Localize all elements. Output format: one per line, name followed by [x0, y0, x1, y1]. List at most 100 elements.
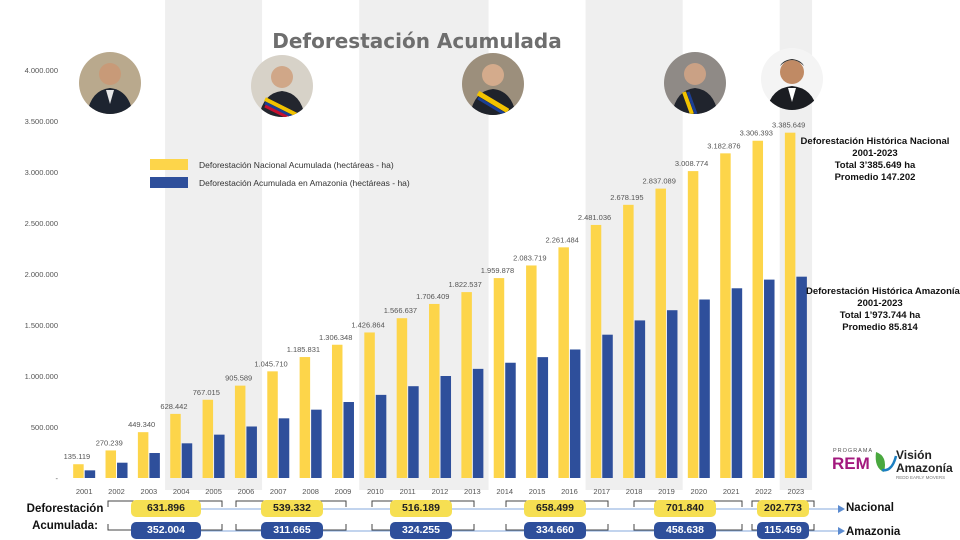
bar-amazonia-2022 [764, 279, 775, 478]
note-amazonia-line-1: Deforestación Histórica Amazonía [806, 286, 960, 297]
period-nacional-4: 658.499 [524, 500, 586, 517]
portrait-2-image [251, 55, 313, 117]
x-tick-label-2001: 2001 [76, 487, 93, 496]
logo-vision-text: Visión [896, 448, 932, 462]
x-tick-label-2013: 2013 [464, 487, 481, 496]
data-label-nacional-2019: 2.837.089 [643, 177, 676, 186]
data-label-nacional-2003: 449.340 [128, 420, 155, 429]
y-tick-label-7: 3.500.000 [25, 117, 58, 126]
period-amazonia-label: Amazonia [846, 526, 901, 538]
y-axis: - 500.000 1.000.000 1.500.000 2.000.000 2.500… [25, 66, 59, 483]
note-nacional-line-3: Total 3’385.649 ha [834, 160, 916, 171]
data-labels: 135.119 270.239 449.340 628.442 767.015 905.5… [64, 121, 806, 462]
bar-nacional-2001 [73, 464, 84, 478]
x-tick-label-2022: 2022 [755, 487, 772, 496]
x-tick-label-2006: 2006 [238, 487, 255, 496]
x-tick-label-2012: 2012 [432, 487, 449, 496]
bar-amazonia-2008 [311, 409, 322, 478]
logo-amazonia-text: Amazonía [896, 461, 953, 475]
bar-nacional-2023 [784, 132, 796, 478]
bar-nacional-2022 [752, 140, 764, 478]
portrait-3-image [462, 53, 524, 115]
bar-nacional-2016 [558, 247, 569, 478]
legend-label-amazonia: Deforestación Acumulada en Amazonia (hec… [199, 178, 410, 188]
bar-nacional-2019 [655, 188, 666, 478]
data-label-nacional-2021: 3.182.876 [707, 141, 740, 150]
x-tick-label-2015: 2015 [529, 487, 546, 496]
vision-amazonia-logo: PROGRAMA REM Visión Amazonía REDD EARLY … [830, 444, 954, 484]
bar-nacional-2021 [720, 153, 731, 478]
y-tick-label-2: 1.000.000 [25, 372, 58, 381]
legend-label-nacional: Deforestación Nacional Acumulada (hectár… [199, 160, 394, 170]
data-label-nacional-2013: 1.822.537 [448, 280, 481, 289]
bar-amazonia-2017 [602, 334, 613, 478]
bar-nacional-2018 [623, 204, 634, 479]
data-label-nacional-2023: 3.385.649 [772, 121, 805, 130]
period-nacional-5: 701.840 [654, 500, 716, 517]
logo-rem-text: REM [832, 454, 870, 473]
y-tick-label-6: 3.000.000 [25, 168, 58, 177]
bar-nacional-2010 [364, 332, 375, 478]
bar-amazonia-2002 [117, 462, 128, 478]
legend-swatch-nacional [150, 159, 188, 170]
bar-nacional-2012 [429, 303, 440, 478]
bar-amazonia-2001 [84, 470, 96, 478]
bar-amazonia-2023 [796, 276, 807, 478]
data-label-nacional-2011: 1.566.637 [384, 306, 417, 315]
data-label-nacional-2017: 2.481.036 [578, 213, 611, 222]
x-tick-label-2004: 2004 [173, 487, 190, 496]
bar-nacional-2007 [267, 371, 278, 478]
period-amazonia-2: 311.665 [261, 522, 323, 539]
series-amazonia [84, 276, 807, 478]
bar-amazonia-2016 [569, 349, 581, 478]
x-tick-label-2019: 2019 [658, 487, 675, 496]
bar-nacional-2013 [461, 292, 472, 478]
note-nacional-line-1: Deforestación Histórica Nacional [800, 136, 950, 147]
y-tick-label-5: 2.500.000 [25, 219, 58, 228]
x-tick-label-2020: 2020 [690, 487, 707, 496]
period-row-label-line-2: Acumulada: [32, 520, 98, 532]
logo-tagline-text: REDD EARLY MOVERS [896, 475, 945, 480]
bar-amazonia-2007 [278, 418, 290, 478]
data-label-nacional-2006: 905.589 [225, 374, 252, 383]
x-tick-label-2009: 2009 [335, 487, 352, 496]
bar-amazonia-2020 [699, 299, 710, 478]
data-label-nacional-2008: 1.185.831 [287, 345, 320, 354]
x-tick-label-2021: 2021 [723, 487, 740, 496]
legend-swatch-amazonia [150, 177, 188, 188]
x-tick-label-2023: 2023 [788, 487, 805, 496]
period-amazonia-3: 324.255 [390, 522, 452, 539]
data-label-nacional-2014: 1.959.878 [481, 266, 514, 275]
y-tick-label-1: 500.000 [31, 423, 58, 432]
bar-amazonia-2006 [246, 426, 257, 478]
period-nacional-6: 202.773 [757, 500, 809, 517]
bar-amazonia-2009 [343, 402, 354, 478]
x-tick-label-2008: 2008 [302, 487, 319, 496]
x-tick-label-2002: 2002 [108, 487, 125, 496]
note-amazonia-line-4: Promedio 85.814 [842, 322, 918, 333]
x-tick-label-2005: 2005 [205, 487, 222, 496]
x-tick-label-2003: 2003 [141, 487, 158, 496]
bar-nacional-2011 [396, 318, 408, 478]
bar-amazonia-2021 [731, 288, 743, 478]
connector-nacional-arrow [838, 505, 845, 513]
bar-nacional-2006 [234, 385, 246, 478]
bar-amazonia-2010 [375, 394, 387, 478]
data-label-nacional-2022: 3.306.393 [740, 129, 773, 138]
bar-nacional-2017 [590, 224, 602, 478]
y-tick-label-4: 2.000.000 [25, 270, 58, 279]
portrait-5-image [761, 48, 823, 110]
bar-amazonia-2012 [440, 376, 452, 478]
data-label-nacional-2007: 1.045.710 [254, 359, 287, 368]
bar-nacional-2003 [137, 432, 149, 478]
bar-nacional-2008 [299, 357, 311, 478]
bar-amazonia-2018 [634, 320, 646, 478]
bar-nacional-2005 [202, 399, 214, 478]
y-tick-label-8: 4.000.000 [25, 66, 58, 75]
data-label-nacional-2009: 1.306.348 [319, 333, 352, 342]
bar-amazonia-2011 [408, 386, 419, 478]
bar-amazonia-2019 [666, 310, 678, 478]
period-band-1 [165, 0, 263, 490]
note-nacional: Deforestación Histórica Nacional 2001-20… [800, 136, 950, 184]
x-tick-label-2007: 2007 [270, 487, 287, 496]
